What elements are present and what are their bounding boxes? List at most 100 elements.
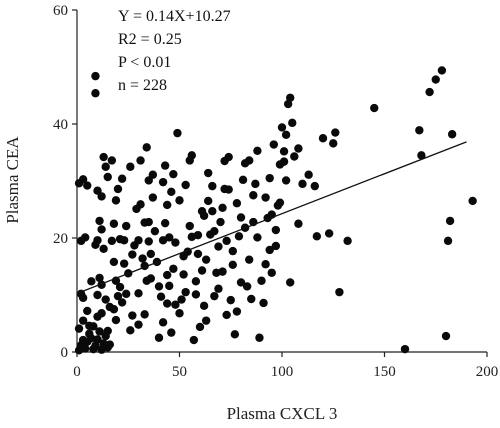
- data-point: [158, 318, 168, 327]
- data-point: [218, 267, 227, 276]
- data-point: [204, 196, 213, 206]
- data-point: [224, 152, 233, 162]
- data-point: [179, 270, 188, 279]
- data-point: [142, 143, 151, 152]
- data-point: [415, 126, 424, 135]
- data-point: [253, 146, 262, 155]
- data-point: [210, 291, 219, 301]
- data-point: [132, 204, 141, 214]
- data-point: [107, 236, 117, 246]
- data-point: [279, 147, 289, 156]
- data-point: [99, 244, 108, 254]
- data-point: [214, 242, 223, 251]
- y-tick-label: 40: [53, 117, 68, 133]
- data-point: [150, 226, 160, 236]
- x-tick-label: 150: [373, 364, 396, 380]
- data-point: [437, 66, 447, 75]
- data-point: [251, 179, 260, 189]
- data-point: [324, 229, 334, 238]
- data-point: [197, 266, 207, 275]
- data-point: [130, 241, 139, 250]
- data-point: [78, 316, 88, 325]
- data-point: [275, 198, 285, 207]
- data-point: [228, 260, 237, 269]
- data-point: [122, 289, 131, 299]
- x-axis-title: Plasma CXCL 3: [227, 404, 338, 423]
- data-point: [140, 310, 149, 319]
- data-point: [165, 233, 174, 242]
- data-point: [97, 309, 106, 318]
- data-point: [261, 260, 270, 269]
- annotation-n: n = 228: [118, 77, 167, 94]
- data-point: [113, 291, 123, 301]
- data-point: [193, 249, 203, 259]
- data-point: [175, 196, 184, 205]
- x-tick-label: 50: [172, 364, 187, 380]
- x-tick-label: 0: [73, 364, 81, 380]
- data-point: [144, 237, 153, 246]
- data-point: [115, 282, 125, 292]
- data-point: [238, 175, 248, 185]
- data-point: [76, 236, 86, 246]
- data-point: [279, 157, 289, 166]
- data-point: [91, 71, 100, 81]
- annotation-equation: Y = 0.14X+10.27: [118, 8, 231, 25]
- data-point: [111, 196, 121, 205]
- data-point: [199, 301, 209, 311]
- data-point: [156, 292, 166, 301]
- data-point: [232, 199, 242, 208]
- data-point: [468, 196, 477, 206]
- data-point: [271, 225, 281, 235]
- y-tick-label: 60: [53, 3, 68, 19]
- data-point: [167, 328, 176, 337]
- data-point: [117, 174, 127, 183]
- data-point: [134, 320, 143, 329]
- data-point: [158, 177, 168, 187]
- data-point: [331, 128, 340, 137]
- data-point: [103, 172, 112, 182]
- annotation-p-value: P < 0.01: [118, 54, 171, 71]
- data-point: [109, 257, 119, 267]
- data-point: [111, 315, 121, 325]
- data-point: [228, 246, 237, 256]
- data-point: [310, 181, 319, 191]
- data-point: [134, 289, 143, 298]
- data-point: [191, 290, 201, 299]
- data-point: [163, 200, 172, 210]
- data-point: [128, 250, 137, 259]
- data-point: [93, 290, 102, 300]
- data-point: [148, 170, 158, 179]
- data-point: [97, 192, 106, 201]
- data-point: [154, 333, 164, 342]
- data-point: [288, 118, 297, 128]
- data-point: [343, 236, 352, 246]
- data-point: [101, 162, 110, 171]
- data-point: [261, 193, 270, 202]
- data-point: [441, 331, 451, 341]
- data-point: [304, 170, 313, 179]
- data-point: [191, 277, 201, 286]
- data-point: [234, 232, 244, 241]
- data-point: [431, 75, 440, 84]
- data-point: [257, 276, 266, 285]
- data-point: [119, 236, 129, 245]
- data-point: [95, 216, 104, 226]
- data-point: [222, 310, 231, 320]
- data-point: [294, 219, 303, 228]
- data-point: [171, 238, 180, 247]
- data-point: [78, 175, 88, 184]
- data-point: [281, 130, 291, 140]
- data-point: [119, 259, 129, 268]
- data-point: [335, 287, 344, 297]
- data-point: [312, 232, 322, 241]
- data-point: [93, 236, 102, 245]
- data-point: [230, 330, 240, 339]
- data-point: [222, 236, 231, 246]
- data-point: [242, 282, 252, 291]
- data-point: [197, 207, 207, 216]
- data-point: [169, 264, 178, 273]
- data-point: [271, 241, 281, 251]
- x-tick-label: 100: [271, 364, 294, 380]
- data-point: [208, 207, 217, 216]
- data-point: [290, 152, 299, 161]
